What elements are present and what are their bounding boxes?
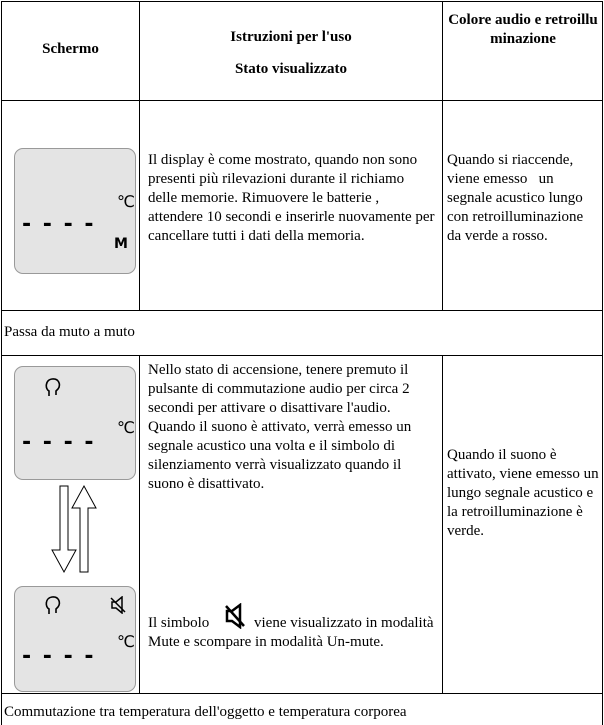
header-cell: Schermo [42,41,99,57]
section-text: Commutazione tra temperatura dell'oggett… [4,704,407,720]
lcd-text: - - - - [22,430,96,455]
lcd-text: - - - - [22,644,96,669]
lcd-screen [14,148,136,274]
lcd-text: ℃ [117,418,135,437]
border [602,1,603,725]
cell-text: Il simbolo [148,615,210,631]
lcd-text: ℃ [117,192,135,211]
border [1,310,602,311]
lcd-text: - - - - [22,212,96,237]
arrows [51,484,97,574]
mute-icon [110,596,126,614]
mute-icon [225,603,245,629]
lcd-text: M [114,236,128,252]
header-cell: Istruzioni per l'uso [230,29,352,45]
cell-text: Quando il suono è attivato, viene emesso… [447,447,603,539]
border [1,1,602,2]
border [139,355,140,693]
header-cell: Stato visualizzato [234,61,348,77]
border [1,100,602,101]
border [442,1,443,310]
border [1,693,602,694]
head-icon [45,596,61,614]
border [442,355,443,693]
border [139,1,140,310]
cell-text: viene visualizzato in modalità Mute e sc… [148,615,438,650]
border [1,355,602,356]
cell-text: Il display è come mostrato, quando non s… [148,152,439,244]
section-text: Passa da muto a muto [4,324,135,340]
head-icon [45,378,61,396]
cell-text: Nello stato di accensione, tenere premut… [148,362,416,492]
lcd-screen [14,366,136,480]
border [1,1,2,725]
cell-text: Quando si riaccende, viene emesso un seg… [447,152,587,244]
lcd-text: ℃ [117,632,135,651]
header-cell: Colore audio e retroilluminazione [448,12,598,47]
